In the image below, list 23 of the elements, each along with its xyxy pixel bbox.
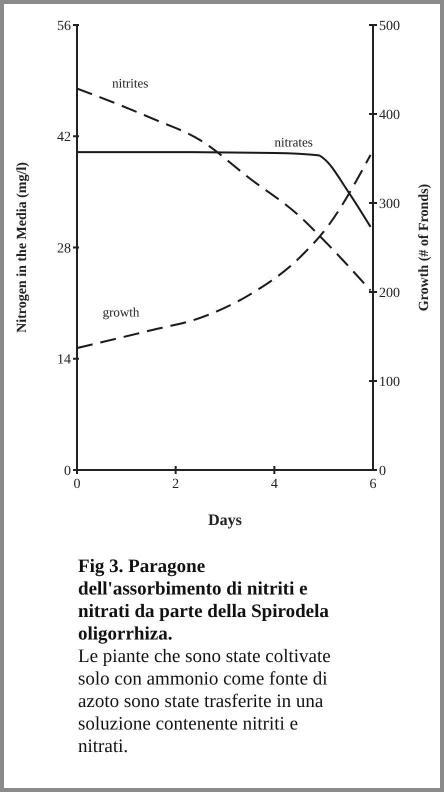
y2-tick-label: 500 <box>379 18 400 34</box>
x-tick-label: 4 <box>270 477 278 492</box>
x-tick-label: 0 <box>74 477 80 492</box>
text: Le piante che sono state coltivate solo con ammonio come fonte di azoto sono state trasferite in una soluzione contenente nitriti e nitrati. <box>78 646 331 757</box>
y2-tick-label: 200 <box>379 286 400 301</box>
x-tick-label: 6 <box>370 477 376 492</box>
y-tick-label: 56 <box>57 18 71 34</box>
text: Fig 3. Paragone dell'assorbimento di nitriti e nitrati da parte della Spirodela oligorrhiza. <box>78 556 330 644</box>
y-axis-title: Nitrogen in the Media (mg/l) <box>15 162 30 333</box>
y2-tick-label: 0 <box>379 464 386 479</box>
series-label: nitrites <box>112 75 148 90</box>
y-tick-label: 28 <box>57 241 71 256</box>
y2-tick-label: 300 <box>379 196 400 212</box>
y-tick-label: 14 <box>57 352 71 368</box>
y-tick-label: 42 <box>57 130 71 146</box>
y2-tick-label: 100 <box>379 374 400 390</box>
series-label: growth <box>102 304 140 320</box>
y2-tick-label: 400 <box>379 108 400 123</box>
y2-axis-title: Growth (# of Fronds) <box>417 183 432 312</box>
series-label: nitrates <box>274 134 313 150</box>
x-tick-label: 2 <box>172 477 180 492</box>
y-tick-label: 0 <box>64 464 71 479</box>
x-axis-title: Days <box>208 512 242 529</box>
